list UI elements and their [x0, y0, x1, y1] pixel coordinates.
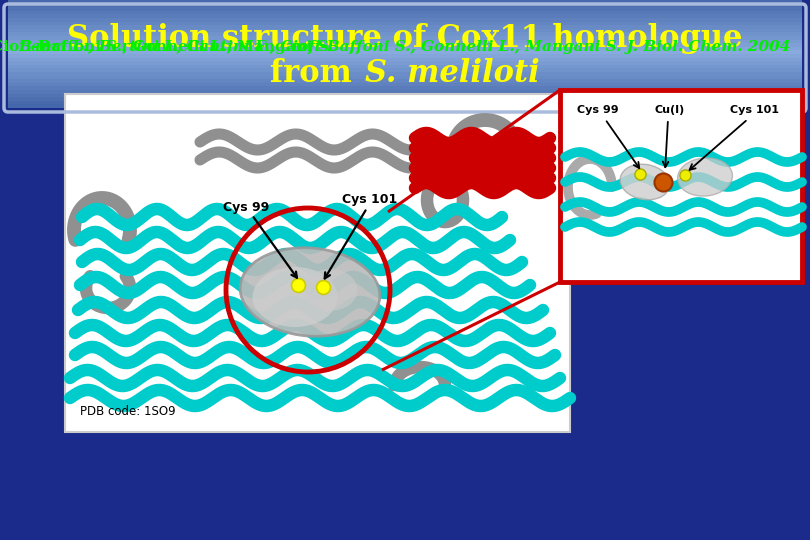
Bar	[8, 54, 802, 58]
Bar	[8, 15, 802, 18]
Text: Cu(I): Cu(I)	[654, 105, 685, 115]
Bar	[8, 47, 802, 50]
Bar	[8, 32, 802, 36]
Bar	[8, 76, 802, 79]
Ellipse shape	[240, 248, 380, 336]
Bar	[560, 90, 802, 282]
Bar	[8, 43, 802, 47]
Bar	[8, 72, 802, 76]
Bar	[8, 101, 802, 104]
Text: Banci L., Bertini I., Cantini F., Ciofi-Baffoni S., Gonnelli L., Mangani S.: Banci L., Bertini I., Cantini F., Ciofi-…	[0, 40, 333, 54]
Bar	[8, 79, 802, 83]
Text: Cys 99: Cys 99	[578, 105, 619, 115]
Bar	[8, 93, 802, 97]
Bar	[8, 39, 802, 43]
Bar	[8, 90, 802, 93]
Bar	[8, 104, 802, 108]
Text: PDB code: 1SO9: PDB code: 1SO9	[80, 405, 176, 418]
Bar	[8, 25, 802, 29]
Bar	[8, 83, 802, 86]
Bar	[8, 69, 802, 72]
Text: S. meliloti: S. meliloti	[365, 58, 539, 90]
Text: from: from	[270, 58, 362, 90]
Bar	[8, 0, 802, 4]
Bar	[8, 22, 802, 25]
Bar	[8, 86, 802, 90]
Bar	[65, 94, 570, 432]
Bar	[8, 65, 802, 69]
Ellipse shape	[620, 164, 670, 200]
Bar	[8, 7, 802, 11]
Text: Cys 99: Cys 99	[223, 200, 269, 213]
Bar	[8, 61, 802, 65]
Bar	[8, 29, 802, 32]
Bar	[8, 4, 802, 7]
Bar	[8, 97, 802, 101]
Bar	[8, 11, 802, 15]
Bar	[8, 18, 802, 22]
Text: Cys 101: Cys 101	[731, 105, 779, 115]
Ellipse shape	[302, 269, 357, 311]
Bar	[8, 36, 802, 39]
Bar	[8, 58, 802, 61]
Text: Solution structure of Cox11 homologue: Solution structure of Cox11 homologue	[67, 23, 743, 53]
Ellipse shape	[253, 267, 338, 327]
Bar	[8, 50, 802, 54]
Ellipse shape	[677, 158, 732, 196]
Text: Cys 101: Cys 101	[343, 193, 398, 206]
Text: Banci L., Bertini I., Cantini F., Ciofi-Baffoni S., Gonnelli L., Mangani S. J. B: Banci L., Bertini I., Cantini F., Ciofi-…	[19, 40, 791, 54]
